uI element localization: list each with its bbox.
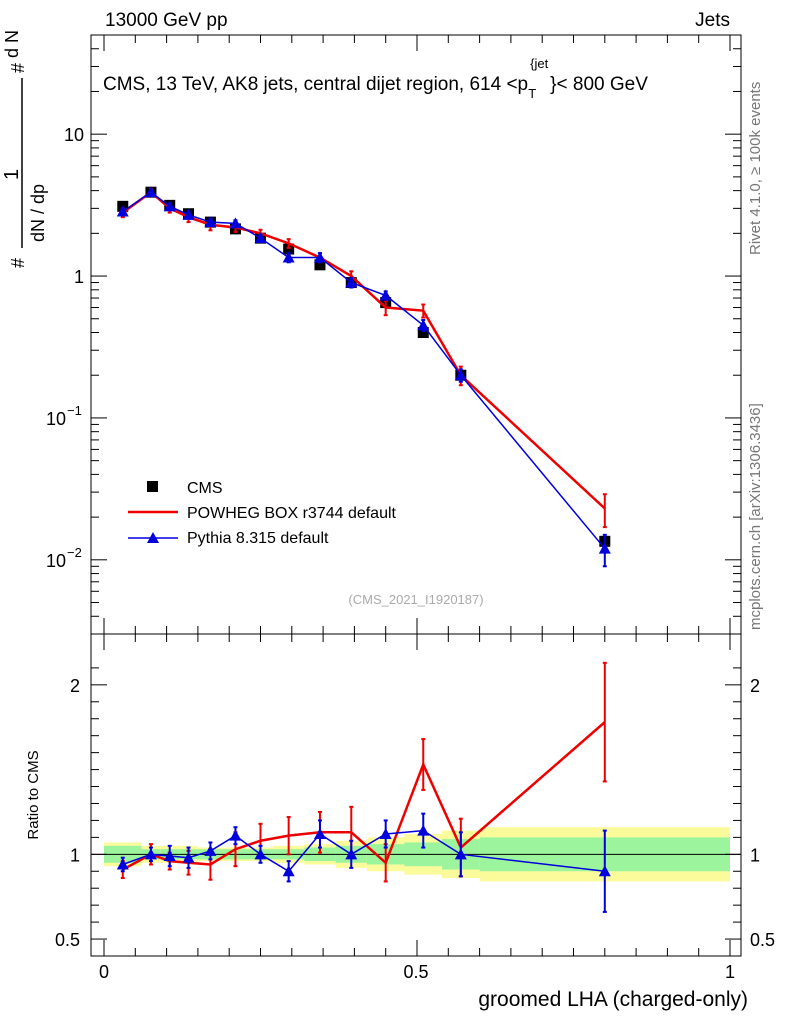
pythia-marker (229, 217, 242, 229)
pythia-marker (454, 369, 467, 381)
pythia-ratio-marker (345, 848, 358, 860)
main-ylabel: # 1 dN / dp # d N (1, 30, 48, 268)
ratio-tick-label-left: 1 (70, 845, 80, 865)
x-axis-label: groomed LHA (charged-only) (478, 988, 748, 1011)
y-tick-label: 10 (64, 125, 84, 145)
pythia-ratio-marker (204, 844, 217, 856)
pythia-marker (282, 251, 295, 263)
ylabel-rest: d N (2, 30, 22, 58)
legend-cms-label: CMS (187, 480, 223, 497)
cms-marker (314, 259, 326, 271)
ratio-ylabel: Ratio to CMS (25, 750, 42, 839)
pythia-ratio-marker (454, 848, 467, 860)
pythia-marker (313, 251, 326, 263)
y-tick-label-exp: −1 (67, 403, 82, 418)
x-tick-label-0: 0 (99, 962, 109, 982)
pythia-ratio-marker (144, 848, 157, 860)
pythia-marker (204, 216, 217, 228)
header-left: 13000 GeV pp (105, 10, 228, 31)
y-tick-label: 10 (46, 409, 66, 429)
header-right: Jets (695, 10, 730, 31)
pythia-marker (163, 200, 176, 212)
powheg-ratio-line (122, 721, 606, 871)
mcplots-label: mcplots.cern.ch [arXiv:1306.3436] (747, 403, 764, 630)
pythia-marker (116, 205, 129, 217)
legend-powheg-label: POWHEG BOX r3744 default (187, 505, 397, 522)
pythia-marker (598, 542, 611, 554)
x-tick-label-1: 1 (725, 962, 735, 982)
legend-pythia-label: Pythia 8.315 default (187, 530, 329, 547)
ratio-tick-label-right: 1 (750, 845, 760, 865)
ratio-tick-label-left: 2 (70, 676, 80, 696)
pythia-ratio-marker (254, 848, 267, 860)
title-close: }< 800 GeV (550, 74, 648, 95)
pythia-marker (345, 276, 358, 288)
title-sub: T (528, 86, 536, 101)
analysis-watermark: (CMS_2021_I1920187) (348, 592, 483, 607)
cms-marker (283, 243, 295, 255)
cms-marker (417, 327, 429, 339)
title-main: CMS, 13 TeV, AK8 jets, central dijet reg… (103, 74, 528, 95)
x-tick-label-05: 0.5 (403, 962, 428, 982)
pythia-ratio-marker (229, 829, 242, 841)
pythia-ratio-marker (282, 865, 295, 877)
y-tick-label: 1 (74, 267, 84, 287)
ylabel-hash-2: # (8, 63, 28, 73)
rivet-label: Rivet 4.1.0, ≥ 100k events (747, 82, 764, 255)
ratio-tick-label-left: 0.5 (55, 930, 80, 950)
pythia-ratio-marker (598, 865, 611, 877)
legend: CMS POWHEG BOX r3744 default Pythia 8.31… (128, 480, 397, 547)
pythia-marker (144, 186, 157, 198)
title-sup: {jet (530, 56, 548, 71)
pythia-ratio-marker (163, 850, 176, 862)
legend-cms-marker (147, 481, 158, 492)
pythia-ratio-marker (182, 851, 195, 863)
y-tick-label: 10 (46, 551, 66, 571)
ratio-tick-label-right: 2 (750, 676, 760, 696)
data-series (116, 186, 611, 913)
y-tick-label-exp: −2 (67, 545, 82, 560)
plot-title: CMS, 13 TeV, AK8 jets, central dijet reg… (103, 56, 648, 101)
legend-pythia-marker (147, 532, 159, 543)
ylabel-one: 1 (1, 169, 23, 180)
pythia-marker (379, 289, 392, 301)
pythia-marker (254, 232, 267, 244)
pythia-ratio-marker (379, 827, 392, 839)
pythia-marker (417, 319, 430, 331)
pythia-marker (182, 208, 195, 220)
pythia-ratio-marker (417, 824, 430, 836)
pythia-ratio-marker (116, 858, 129, 870)
ylabel-hash-1: # (8, 258, 28, 268)
ylabel-den: dN / dp (28, 184, 48, 242)
pythia-ratio-marker (313, 827, 326, 839)
ratio-tick-label-right: 0.5 (750, 930, 775, 950)
ratio-frame (90, 633, 742, 957)
